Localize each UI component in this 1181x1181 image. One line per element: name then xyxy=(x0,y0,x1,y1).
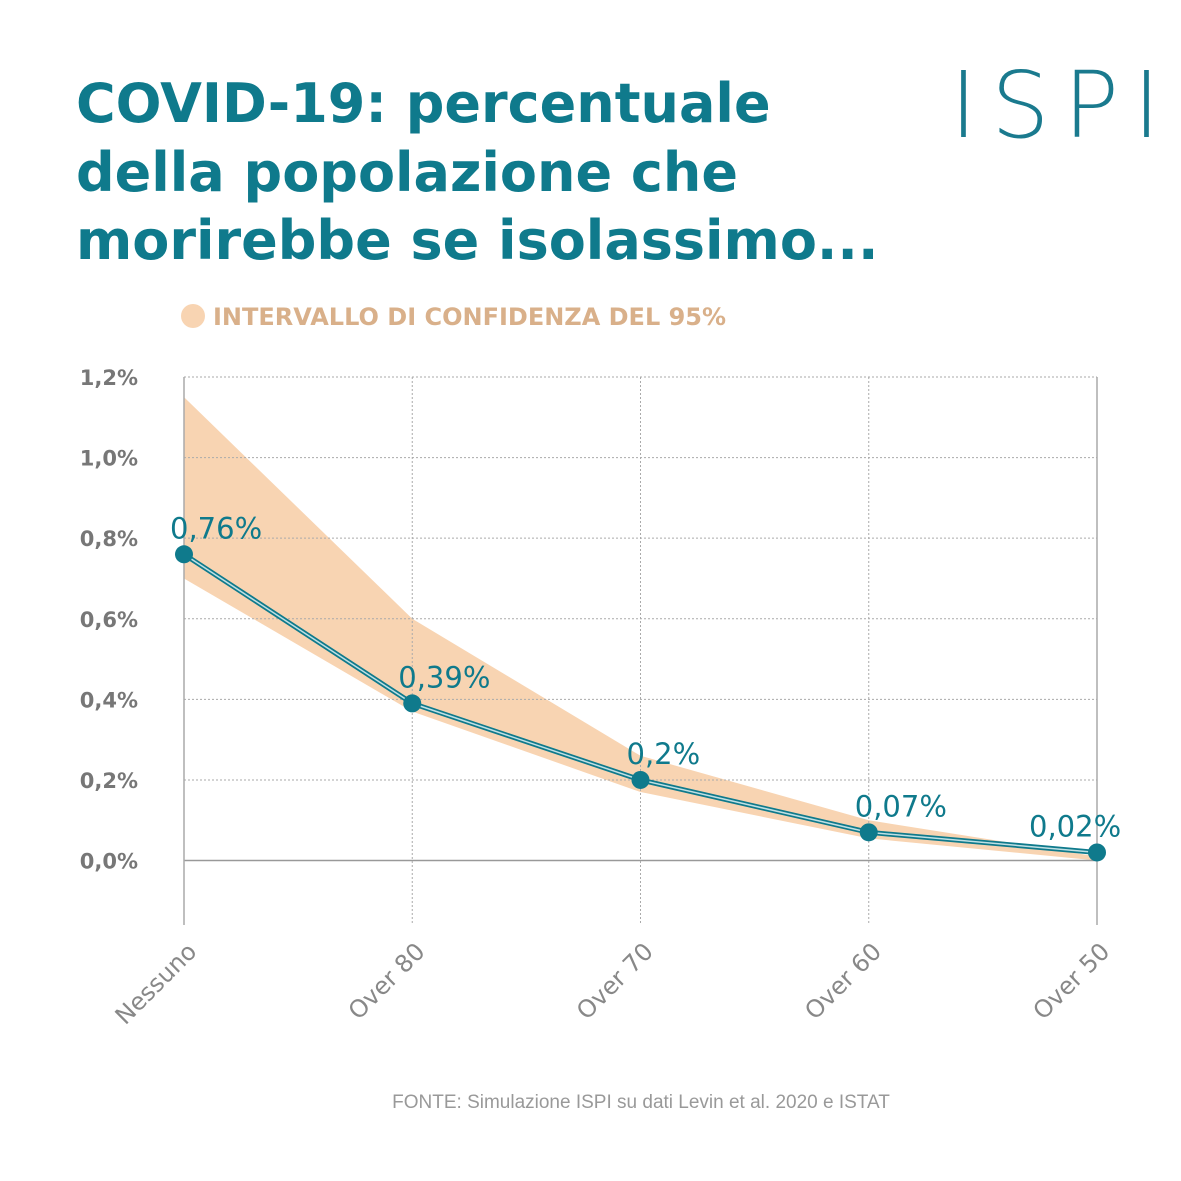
logo: ISPI xyxy=(950,52,1174,159)
point xyxy=(859,823,878,842)
x-tick-label: Over 50 xyxy=(1028,937,1116,1025)
y-tick-label: 1,2% xyxy=(80,366,138,390)
value-label: 0,2% xyxy=(627,737,701,771)
x-tick-label: Over 70 xyxy=(571,937,659,1025)
value-label: 0,76% xyxy=(170,511,262,545)
x-tick-label: Over 80 xyxy=(343,937,431,1025)
y-tick-label: 0,6% xyxy=(80,608,138,632)
chart-title: morirebbe se isolassimo... xyxy=(76,209,878,272)
point xyxy=(403,694,422,713)
y-tick-label: 0,2% xyxy=(80,769,138,793)
y-tick-label: 0,8% xyxy=(80,527,138,551)
x-tick-label: Over 60 xyxy=(799,937,887,1025)
chart-title: della popolazione che xyxy=(76,141,738,204)
legend-label: INTERVALLO DI CONFIDENZA DEL 95% xyxy=(213,303,726,331)
confidence-band xyxy=(184,397,1097,861)
point xyxy=(175,545,193,564)
y-tick-label: 0,4% xyxy=(80,688,138,712)
source: FONTE: Simulazione ISPI su dati Levin et… xyxy=(392,1092,890,1113)
x-tick-label: Nessuno xyxy=(110,937,203,1030)
y-tick-label: 0,0% xyxy=(80,850,138,874)
value-label: 0,02% xyxy=(1029,809,1121,843)
legend-swatch xyxy=(181,304,205,328)
point xyxy=(631,770,650,789)
point xyxy=(1088,843,1106,862)
value-label: 0,07% xyxy=(855,789,947,823)
value-label: 0,39% xyxy=(398,660,490,694)
y-tick-label: 1,0% xyxy=(80,447,138,471)
chart-title: COVID-19: percentuale xyxy=(76,72,771,135)
